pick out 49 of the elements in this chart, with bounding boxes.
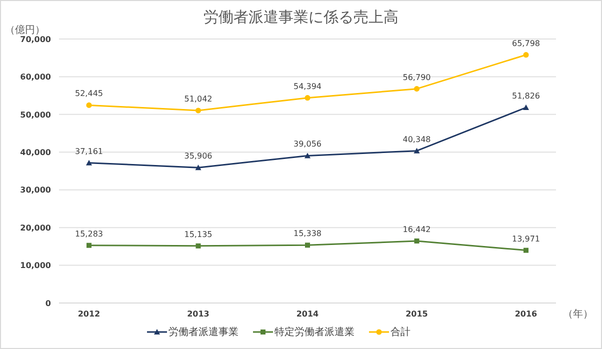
y-axis-title: （億円） [5,24,45,36]
y-tick-label: 0 [45,298,52,308]
point [196,243,201,248]
data-label: 15,338 [294,229,322,238]
point [86,102,92,108]
point [304,95,310,101]
y-tick-label: 60,000 [20,72,52,82]
point [524,248,528,253]
point [523,104,529,110]
legend-label: 労働者派遣事業 [168,326,238,339]
data-label: 37,161 [75,146,103,156]
data-label: 52,445 [75,89,103,98]
point [86,242,92,248]
data-label: 13,971 [512,234,540,244]
data-label: 40,348 [402,134,431,144]
data-label: 51,826 [512,92,540,101]
data-label: 15,283 [75,229,103,238]
x-tick-label: 2016 [514,310,538,319]
x-tick-label: 2014 [296,310,320,319]
data-label: 54,394 [294,82,322,91]
data-label: 16,442 [402,224,431,234]
data-label: 51,042 [184,94,212,104]
legend-label: 特定労働者派遣業 [274,326,354,339]
data-label: 15,135 [184,230,212,239]
x-tick-label: 2013 [187,310,210,319]
point [195,108,202,114]
point [414,148,420,154]
x-tick-label: 2015 [406,310,428,319]
data-label: 65,798 [512,38,540,48]
point [414,238,420,244]
y-tick-label: 20,000 [20,223,52,232]
data-label: 56,790 [402,72,431,82]
point [414,86,420,92]
legend-label: 合計 [390,326,410,339]
point [305,242,310,248]
point [86,160,92,166]
y-tick-label: 70,000 [20,34,52,44]
data-label: 35,906 [184,152,212,161]
y-tick-label: 40,000 [20,148,52,157]
x-tick-label: 2012 [78,310,100,319]
y-tick-label: 50,000 [20,110,52,120]
chart-title: 労働者派遣事業に係る売上高 [204,8,398,26]
y-tick-label: 30,000 [20,186,52,195]
point [195,164,202,170]
point [304,152,310,158]
x-axis-title: （年） [563,308,593,321]
data-label: 39,056 [294,140,322,149]
point [523,52,529,58]
y-tick-label: 10,000 [20,261,52,270]
